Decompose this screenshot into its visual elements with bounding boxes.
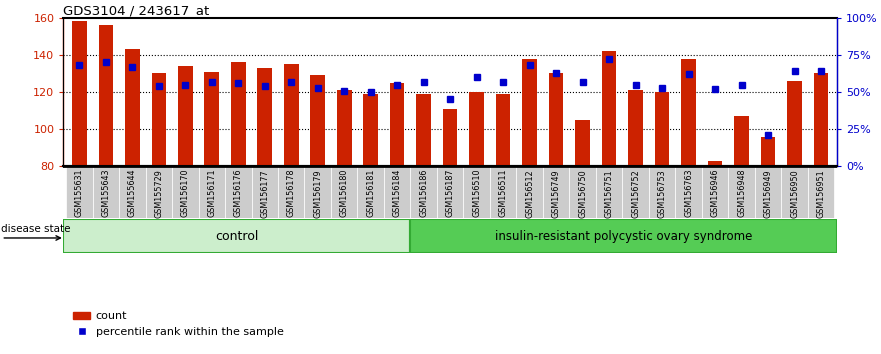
Bar — [729, 166, 755, 218]
Bar — [278, 166, 305, 218]
Bar — [337, 90, 352, 166]
Bar — [119, 166, 145, 218]
Bar — [310, 75, 325, 166]
Bar — [145, 166, 172, 218]
Bar — [152, 73, 167, 166]
Text: GSM156763: GSM156763 — [685, 169, 693, 217]
Bar — [496, 94, 510, 166]
Text: GSM156179: GSM156179 — [314, 169, 322, 218]
Legend: count, percentile rank within the sample: count, percentile rank within the sample — [69, 307, 288, 341]
Bar — [655, 92, 670, 166]
Bar — [251, 166, 278, 218]
Bar — [178, 66, 193, 166]
Bar — [411, 166, 437, 218]
Bar — [93, 166, 119, 218]
Bar — [761, 137, 775, 166]
Bar — [755, 166, 781, 218]
Bar — [814, 73, 828, 166]
Text: GSM156176: GSM156176 — [233, 169, 243, 217]
Bar — [676, 166, 702, 218]
Bar — [72, 21, 86, 166]
Bar — [808, 166, 834, 218]
Bar — [781, 166, 808, 218]
Text: GSM156178: GSM156178 — [286, 169, 296, 217]
Text: GSM156180: GSM156180 — [340, 169, 349, 217]
Text: GSM156170: GSM156170 — [181, 169, 189, 217]
Text: GSM156512: GSM156512 — [525, 169, 534, 218]
Bar — [490, 166, 516, 218]
Bar — [63, 219, 411, 253]
Bar — [463, 166, 490, 218]
Bar — [204, 72, 219, 166]
Bar — [516, 166, 543, 218]
Bar — [649, 166, 676, 218]
Text: GSM156171: GSM156171 — [207, 169, 216, 217]
Bar — [622, 166, 649, 218]
Text: GSM156184: GSM156184 — [393, 169, 402, 217]
Bar — [788, 81, 802, 166]
Bar — [522, 58, 537, 166]
Text: GSM156181: GSM156181 — [366, 169, 375, 217]
Bar — [331, 166, 358, 218]
Text: GSM156510: GSM156510 — [472, 169, 481, 217]
Bar — [411, 219, 837, 253]
Bar — [734, 116, 749, 166]
Bar — [470, 92, 484, 166]
Bar — [681, 58, 696, 166]
Text: GSM156177: GSM156177 — [260, 169, 270, 218]
Text: GSM156750: GSM156750 — [578, 169, 587, 218]
Text: GSM156751: GSM156751 — [604, 169, 614, 218]
Text: GSM156749: GSM156749 — [552, 169, 560, 218]
Bar — [702, 166, 729, 218]
Text: GSM156511: GSM156511 — [499, 169, 507, 217]
Text: GSM156753: GSM156753 — [657, 169, 667, 218]
Bar — [364, 94, 378, 166]
Text: GSM156948: GSM156948 — [737, 169, 746, 217]
Bar — [390, 83, 404, 166]
Bar — [172, 166, 198, 218]
Bar — [99, 25, 113, 166]
Bar — [443, 109, 457, 166]
Text: GSM155644: GSM155644 — [128, 169, 137, 217]
Text: GSM156949: GSM156949 — [764, 169, 773, 218]
Bar — [543, 166, 569, 218]
Bar — [231, 62, 246, 166]
Bar — [66, 166, 93, 218]
Bar — [707, 161, 722, 166]
Text: GSM155643: GSM155643 — [101, 169, 110, 217]
Text: GSM155631: GSM155631 — [75, 169, 84, 217]
Bar — [549, 73, 564, 166]
Text: GSM156950: GSM156950 — [790, 169, 799, 218]
Bar — [125, 49, 139, 166]
Bar — [225, 166, 251, 218]
Text: control: control — [215, 230, 258, 243]
Bar — [284, 64, 299, 166]
Bar — [384, 166, 411, 218]
Text: GSM156951: GSM156951 — [817, 169, 825, 218]
Bar — [198, 166, 225, 218]
Text: disease state: disease state — [2, 224, 70, 234]
Text: GSM156187: GSM156187 — [446, 169, 455, 217]
Bar — [437, 166, 463, 218]
Bar — [575, 120, 590, 166]
Text: GSM156752: GSM156752 — [631, 169, 640, 218]
Bar — [596, 166, 622, 218]
Bar — [257, 68, 272, 166]
Text: GSM156946: GSM156946 — [711, 169, 720, 217]
Text: GSM155729: GSM155729 — [154, 169, 163, 218]
Text: GSM156186: GSM156186 — [419, 169, 428, 217]
Bar — [569, 166, 596, 218]
Bar — [305, 166, 331, 218]
Bar — [358, 166, 384, 218]
Bar — [602, 51, 617, 166]
Text: GDS3104 / 243617_at: GDS3104 / 243617_at — [63, 4, 210, 17]
Text: insulin-resistant polycystic ovary syndrome: insulin-resistant polycystic ovary syndr… — [495, 230, 752, 243]
Bar — [628, 90, 643, 166]
Bar — [417, 94, 431, 166]
